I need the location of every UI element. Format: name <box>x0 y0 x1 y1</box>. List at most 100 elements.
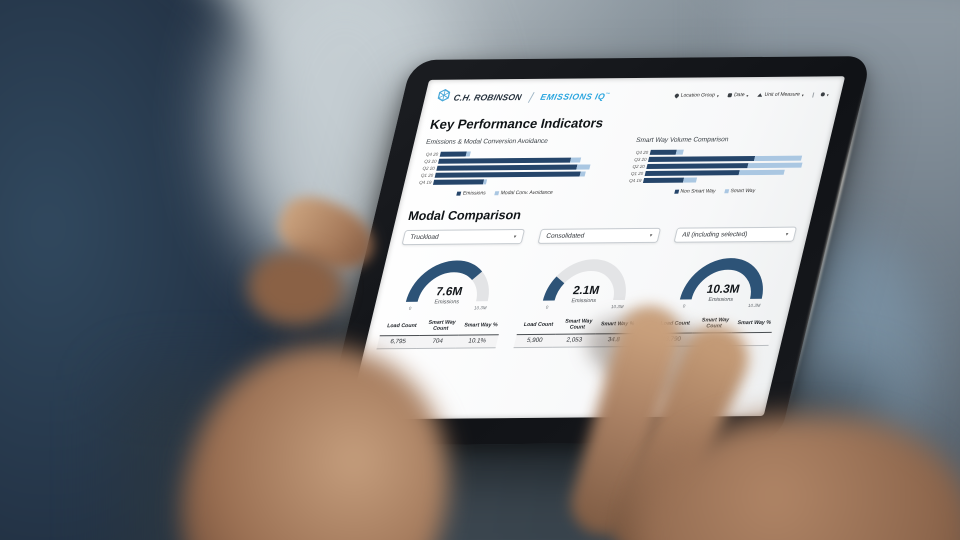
chevron-down-icon: ▾ <box>745 92 750 98</box>
location-icon <box>673 92 680 99</box>
legend-swatch-icon <box>724 189 730 194</box>
nav-item-label: Date <box>733 92 746 99</box>
kpi-chart-panel: Emissions & Modal Conversion Avoidance Q4… <box>413 137 609 197</box>
bar-segment-smart-way <box>753 155 803 162</box>
page-title: Key Performance Indicators <box>428 115 605 132</box>
table-value-cell <box>729 332 772 346</box>
bar-segment-modal-conv-avoidance <box>579 171 586 177</box>
legend-label: Non Smart Way <box>679 188 717 195</box>
product-name: EMISSIONS IQ™ <box>539 91 611 102</box>
bar-category-label: Q4 20 <box>635 149 649 156</box>
nav-item-date[interactable]: Date ▾ <box>727 92 749 98</box>
gauge-value: 7.6M <box>435 284 464 298</box>
table-value-cell: 5,900 <box>513 334 556 348</box>
legend-label: Smart Way <box>729 188 756 195</box>
emissions-gauge: 10.3M Emissions 0 10.3M <box>673 252 777 310</box>
table-header-cell: Load Count <box>523 321 554 329</box>
gauge-value: 2.1M <box>572 283 601 297</box>
bar-segment-smart-way <box>675 149 684 155</box>
top-nav-items: Location Group ▾ Date ▾ Unit of Measure ▾ <box>673 92 805 99</box>
gauge-label: Emissions <box>434 299 460 305</box>
kpi-charts-row: Emissions & Modal Conversion Avoidance Q4… <box>413 135 819 197</box>
bar-category-label: Q1 20 <box>630 170 644 177</box>
bar-segment-emissions <box>432 179 484 186</box>
section-title-modal-comparison: Modal Comparison <box>406 208 523 224</box>
legend-item-smart-way: Smart Way <box>724 188 756 194</box>
table-header-cell: Smart Way % <box>463 322 499 329</box>
table-header-cell: Smart Way % <box>600 321 635 328</box>
filter-dropdown-consolidated[interactable]: Consolidated ▾ <box>537 227 662 244</box>
load-count-table: Load Count Smart Way Count Smart Way % 6,79… <box>376 317 502 349</box>
bar-segment-emissions <box>437 157 572 165</box>
company-name: C.H. ROBINSON <box>452 92 523 103</box>
nav-item-label: Location Group <box>680 92 716 99</box>
bar-category-label: Q4 20 <box>425 151 439 157</box>
bar-segment-smart-way <box>738 169 785 176</box>
table-header-cell: Load Count <box>659 320 691 327</box>
dropdown-selected-value: All (including selected) <box>681 231 749 239</box>
brand-logo: C.H. ROBINSON EMISSIONS IQ™ <box>435 87 612 107</box>
legend-swatch-icon <box>673 189 679 194</box>
filter-dropdown-truckload[interactable]: Truckload ▾ <box>401 229 526 246</box>
bar-category-label: Q2 20 <box>422 165 436 171</box>
nav-item-unit-of-measure[interactable]: Unit of Measure ▾ <box>757 92 805 98</box>
user-menu[interactable]: ▾ <box>812 91 830 98</box>
gauge-value: 10.3M <box>705 282 741 296</box>
modal-column: 7.6M Emissions 0 10.3M Load Count Smart Way C… <box>376 254 517 349</box>
modal-filters-row: Truckload ▾ Consolidated ▾ All (including se… <box>401 226 798 246</box>
measure-icon <box>757 93 763 97</box>
gauge-min-label: 0 <box>682 304 686 309</box>
bar-segment-modal-conv-avoidance <box>569 157 582 163</box>
nav-item-location-group[interactable]: Location Group ▾ <box>673 92 720 99</box>
table-header-cell: Smart Way Count <box>701 316 730 330</box>
calendar-icon <box>727 93 733 98</box>
table-header-cell: Smart Way Count <box>564 318 594 331</box>
legend-item-modal-conv-avoidance: Modal Conv. Avoidance <box>494 189 554 197</box>
bar-row: Q4 19 <box>416 177 600 186</box>
gauge-min-label: 0 <box>409 306 413 311</box>
chart-bars: Q4 20 Q3 20 Q2 20 Q1 20 Q4 19 <box>626 147 816 184</box>
app-header: C.H. ROBINSON EMISSIONS IQ™ Location Gro… <box>434 84 831 107</box>
bar-segment-modal-conv-avoidance <box>465 151 471 157</box>
chart-bars: Q4 20 Q3 20 Q2 20 Q1 20 Q4 19 <box>416 149 606 186</box>
load-count-table: Load Count Smart Way Count Smart Way % 13,7… <box>649 315 776 347</box>
table-value-cell: 34.8 <box>592 333 636 347</box>
modal-column: 2.1M Emissions 0 10.3M Load Count Smart Way C… <box>513 253 654 348</box>
bar-segment-non-smart-way <box>647 155 755 163</box>
table-header-cell: Smart Way Count <box>427 319 457 333</box>
table-value-cell: 2,053 <box>552 333 596 348</box>
gauge-max-label: 10.3M <box>747 303 761 308</box>
bar-category-label: Q4 19 <box>418 179 433 185</box>
table-header-cell: Load Count <box>386 322 418 330</box>
filter-dropdown-all-including-selected-[interactable]: All (including selected) ▾ <box>673 226 798 243</box>
gauge-label: Emissions <box>571 298 597 304</box>
chevron-down-icon: ▾ <box>513 233 518 240</box>
table-value-cell: 10.1% <box>455 334 499 349</box>
tablet-device: C.H. ROBINSON EMISSIONS IQ™ Location Gro… <box>319 55 872 446</box>
dashboard-screen: C.H. ROBINSON EMISSIONS IQ™ Location Gro… <box>347 76 846 420</box>
gauge-max-label: 10.3M <box>474 305 488 310</box>
gauge-max-label: 10.3M <box>611 304 625 309</box>
table-value-cell <box>689 332 733 346</box>
logo-divider <box>527 91 535 103</box>
bar-category-label: Q3 20 <box>423 158 438 164</box>
chart-legend: Emissions Modal Conv. Avoidance <box>413 189 596 197</box>
bar-segment-modal-conv-avoidance <box>482 179 487 185</box>
table-header-cell: Smart Way % <box>736 319 772 327</box>
legend-swatch-icon <box>494 191 500 196</box>
bar-segment-smart-way <box>746 162 803 169</box>
legend-item-non-smart-way: Non Smart Way <box>673 188 717 195</box>
bar-segment-smart-way <box>682 177 697 183</box>
legend-label: Modal Conv. Avoidance <box>499 189 554 197</box>
bar-track <box>432 178 599 186</box>
chevron-down-icon: ▾ <box>716 92 720 98</box>
legend-item-emissions: Emissions <box>456 190 486 197</box>
bar-segment-non-smart-way <box>642 177 684 184</box>
chevron-down-icon: ▾ <box>785 231 790 238</box>
modal-columns-row: 7.6M Emissions 0 10.3M Load Count Smart Way C… <box>376 252 791 350</box>
dropdown-selected-value: Consolidated <box>545 232 586 240</box>
legend-swatch-icon <box>456 191 462 196</box>
person-silhouette <box>0 0 350 540</box>
bar-segment-modal-conv-avoidance <box>576 164 591 170</box>
